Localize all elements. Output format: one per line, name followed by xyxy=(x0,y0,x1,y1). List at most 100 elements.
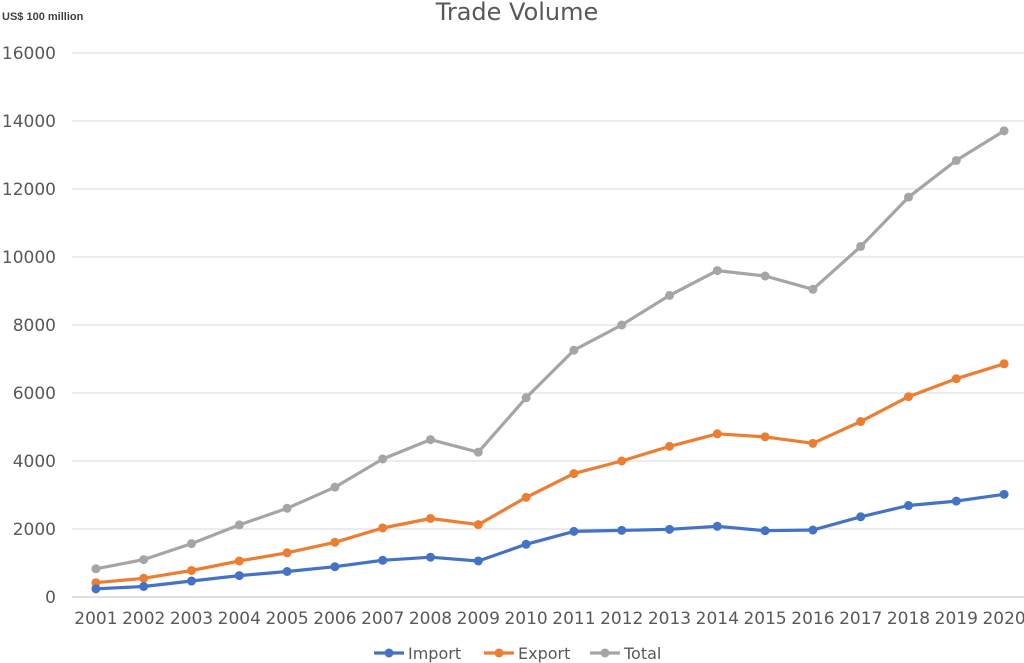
data-point-import xyxy=(282,567,292,576)
data-point-total xyxy=(665,290,674,300)
axes: 0 2000 4000 6000 8000 10000 12000 14000 16000 200… xyxy=(2,44,1024,629)
x-tick-label: 2006 xyxy=(313,609,356,629)
data-point-total xyxy=(951,155,961,165)
legend-item-import: Import xyxy=(374,644,461,663)
data-point-import xyxy=(139,581,149,591)
x-tick-label: 2008 xyxy=(409,609,452,629)
y-tick-label: 12000 xyxy=(2,180,56,200)
legend-label: Total xyxy=(623,644,661,663)
data-point-import xyxy=(904,501,913,511)
data-point-import xyxy=(617,525,627,535)
series-line-export xyxy=(94,362,1006,585)
series-group xyxy=(91,126,1009,594)
data-point-export xyxy=(569,469,579,479)
data-point-export xyxy=(521,492,531,502)
data-point-export xyxy=(808,438,818,448)
y-tick-label: 16000 xyxy=(2,44,56,64)
data-point-import xyxy=(378,555,388,565)
x-tick-label: 2009 xyxy=(457,609,500,629)
data-point-export xyxy=(139,573,149,583)
data-point-total xyxy=(187,539,196,549)
data-point-export xyxy=(856,417,866,427)
data-point-import xyxy=(665,524,674,534)
data-point-total xyxy=(617,320,627,330)
data-point-import xyxy=(856,512,866,522)
data-point-export xyxy=(282,548,292,558)
legend-swatch-marker xyxy=(600,648,610,658)
data-point-import xyxy=(760,526,770,536)
y-tick-label: 14000 xyxy=(2,112,56,132)
series-total xyxy=(91,126,1009,574)
legend-item-export: Export xyxy=(484,644,570,663)
x-tick-label: 2016 xyxy=(791,609,834,629)
data-point-export xyxy=(473,520,483,530)
data-point-total xyxy=(569,345,579,355)
data-point-total xyxy=(999,126,1009,136)
data-point-total xyxy=(521,393,531,403)
data-point-total xyxy=(234,520,244,530)
data-point-export xyxy=(760,432,770,442)
data-point-import xyxy=(426,552,435,562)
data-point-total xyxy=(904,192,913,202)
data-point-total xyxy=(760,271,770,281)
x-tick-label: 2015 xyxy=(743,609,786,629)
x-tick-label: 2014 xyxy=(696,609,739,629)
y-tick-label: 6000 xyxy=(13,384,56,404)
data-point-import xyxy=(91,584,101,594)
data-point-export xyxy=(904,392,913,402)
y-tick-label: 0 xyxy=(45,588,56,608)
x-tick-label: 2018 xyxy=(887,609,930,629)
data-point-import xyxy=(187,576,196,586)
y-tick-label: 4000 xyxy=(13,452,56,472)
x-tick-label: 2003 xyxy=(170,609,213,629)
data-point-total xyxy=(378,454,388,464)
y-tick-label: 10000 xyxy=(2,248,56,268)
data-point-total xyxy=(91,564,101,574)
x-tick-label: 2013 xyxy=(648,609,691,629)
gridlines xyxy=(72,52,1024,530)
data-point-export xyxy=(187,565,196,575)
x-tick-label: 2007 xyxy=(361,609,404,629)
data-point-export xyxy=(378,523,388,533)
data-point-import xyxy=(808,525,818,535)
legend: Import Export Total xyxy=(374,644,661,663)
legend-item-total: Total xyxy=(590,644,661,663)
data-point-total xyxy=(808,284,818,294)
data-point-export xyxy=(999,359,1009,369)
y-tick-label: 8000 xyxy=(13,316,56,336)
data-point-total xyxy=(282,503,292,513)
data-point-export xyxy=(951,374,961,384)
x-tick-label: 2004 xyxy=(218,609,261,629)
data-point-export xyxy=(617,456,627,466)
data-point-export xyxy=(712,429,722,439)
x-tick-label: 2019 xyxy=(935,609,978,629)
x-tick-label: 2012 xyxy=(600,609,643,629)
x-tick-label: 2010 xyxy=(504,609,547,629)
data-point-total xyxy=(426,435,435,445)
data-point-export xyxy=(330,537,340,547)
data-point-import xyxy=(951,496,961,506)
data-point-total xyxy=(330,482,340,492)
x-tick-label: 2020 xyxy=(982,609,1024,629)
y-tick-label: 2000 xyxy=(13,520,56,540)
legend-label: Import xyxy=(408,644,461,663)
legend-swatch-marker xyxy=(494,648,504,658)
series-line-import xyxy=(94,492,1006,591)
chart-title: Trade Volume xyxy=(435,0,599,26)
x-tick-label: 2005 xyxy=(265,609,308,629)
data-point-import xyxy=(521,539,531,549)
legend-label: Export xyxy=(518,644,570,663)
data-point-import xyxy=(712,521,722,531)
data-point-export xyxy=(426,513,435,523)
x-tick-label: 2001 xyxy=(74,609,117,629)
data-point-export xyxy=(234,556,244,566)
legend-swatch-marker xyxy=(384,648,394,658)
data-point-import xyxy=(999,489,1009,499)
data-point-import xyxy=(473,556,483,566)
data-point-import xyxy=(234,571,244,581)
series-line-total xyxy=(94,129,1006,571)
data-point-import xyxy=(330,562,340,572)
y-unit-label: US$ 100 million xyxy=(2,11,84,23)
